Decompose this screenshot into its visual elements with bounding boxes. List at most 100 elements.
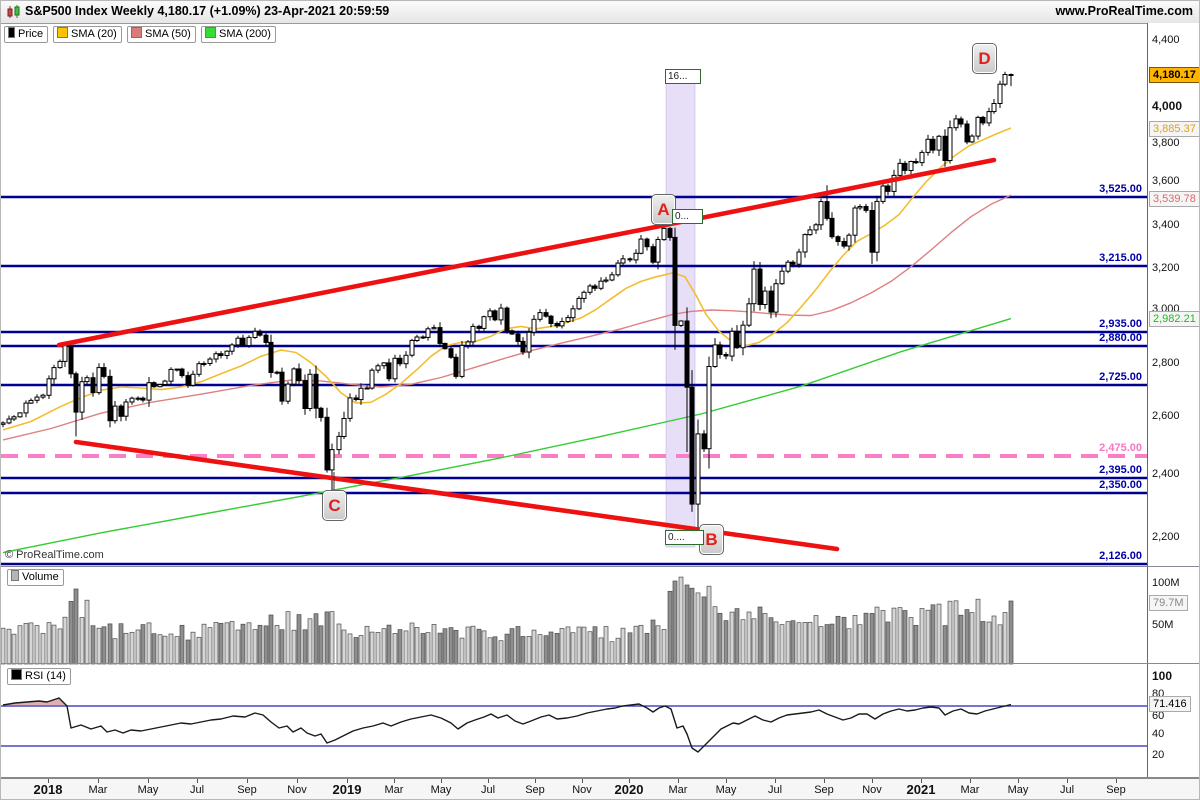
level-label: 2,126.00 <box>1099 550 1142 562</box>
time-axis-label: May <box>1007 784 1029 796</box>
sma50-line[interactable] <box>2 194 1012 441</box>
time-axis-label: Jul <box>480 784 496 796</box>
axis-tick-label: 3,400 <box>1152 219 1180 231</box>
time-axis-tick <box>297 779 298 783</box>
time-axis-tick <box>872 779 873 783</box>
indicator-value-badge: 3,885.37 <box>1149 121 1199 137</box>
chart-canvas[interactable] <box>1 1 1147 778</box>
watermark: © ProRealTime.com <box>5 549 104 561</box>
time-axis-tick <box>1116 779 1117 783</box>
time-axis-label: Jul <box>767 784 783 796</box>
level-label: 2,935.00 <box>1099 318 1142 330</box>
title-bar: S&P500 Index Weekly 4,180.17 (+1.09%) 23… <box>1 1 1199 24</box>
time-axis-label: Sep <box>1106 784 1126 796</box>
level-label: 2,475.00 <box>1099 442 1142 454</box>
annotation-B[interactable]: B <box>699 524 724 555</box>
time-axis-tick <box>441 779 442 783</box>
time-axis-label: Mar <box>960 784 980 796</box>
time-axis[interactable]: 2018 Mar May Jul Sep Nov 2019 Mar May Jul Sep Nov 20… <box>1 778 1199 799</box>
time-axis-label: Nov <box>862 784 882 796</box>
time-axis-label: May <box>137 784 159 796</box>
axis-tick-label: 50M <box>1152 619 1174 631</box>
axis-tick-label: 60 <box>1152 710 1165 722</box>
legend-label: Volume <box>22 571 59 583</box>
pane-separator[interactable] <box>1 777 1199 778</box>
level-label: 2,880.00 <box>1099 332 1142 344</box>
time-axis-label: Jul <box>189 784 205 796</box>
time-axis-label: Sep <box>525 784 545 796</box>
axis-tick-label: 2,200 <box>1152 531 1180 543</box>
legend-label: SMA (20) <box>71 28 117 40</box>
axis-tick-label: 3,600 <box>1152 175 1180 187</box>
legend-rsi-button[interactable]: RSI (14) <box>7 668 71 685</box>
sma200-line[interactable] <box>2 317 1012 554</box>
range-measure-box[interactable]: 0... <box>672 209 703 224</box>
axis-tick-label: 100M <box>1152 577 1180 589</box>
legend-sma-button[interactable]: SMA (50) <box>127 26 196 43</box>
level-label: 3,215.00 <box>1099 252 1142 264</box>
last-price-badge: 4,180.17 <box>1149 67 1199 83</box>
time-axis-label: Mar <box>668 784 688 796</box>
volume-bar-icon <box>11 570 19 581</box>
indicator-value-badge: 2,982.21 <box>1149 311 1199 327</box>
trendline[interactable] <box>56 157 997 348</box>
pane-separator[interactable] <box>1 663 1199 664</box>
level-label: 2,725.00 <box>1099 371 1142 383</box>
time-axis-tick <box>629 779 630 783</box>
time-axis-label: Mar <box>384 784 404 796</box>
time-axis-tick <box>488 779 489 783</box>
legend-sma-button[interactable]: SMA (200) <box>201 26 276 43</box>
annotation-C[interactable]: C <box>322 490 347 521</box>
time-axis-tick <box>970 779 971 783</box>
sma20-line[interactable] <box>2 127 1012 431</box>
volume-value-badge: 79.7M <box>1149 595 1188 611</box>
time-axis-tick <box>197 779 198 783</box>
sma-color-swatch <box>57 27 68 38</box>
annotation-D[interactable]: D <box>972 43 997 74</box>
time-axis-label: May <box>430 784 452 796</box>
time-axis-tick <box>824 779 825 783</box>
legend-label: SMA (200) <box>219 28 271 40</box>
time-axis-label: Nov <box>572 784 592 796</box>
price-axis[interactable] <box>1147 23 1199 778</box>
sma-color-swatch <box>131 27 142 38</box>
axis-tick-label: 100 <box>1152 669 1173 683</box>
time-axis-tick <box>535 779 536 783</box>
time-axis-tick <box>347 779 348 783</box>
legend-sma-button[interactable]: SMA (20) <box>53 26 122 43</box>
time-axis-tick <box>148 779 149 783</box>
chart-title: S&P500 Index Weekly 4,180.17 (+1.09%) 23… <box>25 4 390 18</box>
time-axis-tick <box>98 779 99 783</box>
time-axis-label: 2019 <box>332 782 362 797</box>
time-axis-label: 2021 <box>906 782 936 797</box>
time-axis-label: Sep <box>814 784 834 796</box>
legend-price-button[interactable]: Price <box>4 26 49 43</box>
pane-separator[interactable] <box>1 566 1199 567</box>
time-axis-tick <box>48 779 49 783</box>
range-measure-box[interactable]: 0.... <box>665 530 704 545</box>
legend-volume-button[interactable]: Volume <box>7 569 64 586</box>
time-axis-label: May <box>715 784 737 796</box>
axis-tick-label: 2,800 <box>1152 357 1180 369</box>
candlestick-icon <box>7 5 20 18</box>
level-label: 2,350.00 <box>1099 479 1142 491</box>
time-axis-label: Nov <box>287 784 307 796</box>
axis-tick-label: 4,400 <box>1152 34 1180 46</box>
rsi-line[interactable] <box>2 697 1012 753</box>
time-axis-tick <box>1018 779 1019 783</box>
legend-label: RSI (14) <box>25 670 66 682</box>
time-axis-label: Sep <box>237 784 257 796</box>
time-axis-tick <box>1067 779 1068 783</box>
axis-tick-label: 2,600 <box>1152 410 1180 422</box>
website-link[interactable]: www.ProRealTime.com <box>1055 4 1193 18</box>
axis-tick-label: 20 <box>1152 749 1165 761</box>
axis-tick-label: 3,200 <box>1152 262 1180 274</box>
time-axis-tick <box>726 779 727 783</box>
time-axis-tick <box>582 779 583 783</box>
volume-bars-group[interactable] <box>1 576 1014 665</box>
candles-group[interactable] <box>1 71 1014 541</box>
range-measure-box[interactable]: 16... <box>665 69 701 84</box>
level-label: 2,395.00 <box>1099 464 1142 476</box>
axis-tick-label: 3,800 <box>1152 137 1180 149</box>
